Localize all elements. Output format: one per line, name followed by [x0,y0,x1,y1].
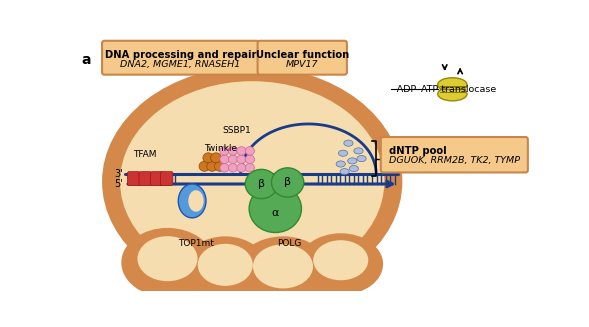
Text: β: β [258,179,265,189]
Text: DGUOK, RRM2B, TK2, TYMP: DGUOK, RRM2B, TK2, TYMP [389,156,520,165]
Ellipse shape [253,244,313,288]
Ellipse shape [203,153,214,163]
FancyBboxPatch shape [257,41,347,75]
Ellipse shape [102,66,402,297]
Text: SSBP1: SSBP1 [223,127,251,135]
Ellipse shape [237,164,246,172]
Ellipse shape [188,190,204,212]
Ellipse shape [220,164,229,172]
Ellipse shape [354,148,363,154]
Text: dNTP pool: dNTP pool [389,146,447,156]
Ellipse shape [220,155,229,164]
Ellipse shape [220,146,229,155]
FancyBboxPatch shape [151,172,163,185]
Ellipse shape [438,87,467,101]
Ellipse shape [237,236,329,304]
FancyBboxPatch shape [161,172,173,185]
FancyBboxPatch shape [102,41,259,75]
Text: α: α [272,208,279,218]
Ellipse shape [120,81,385,282]
Ellipse shape [183,236,267,301]
Ellipse shape [245,164,254,172]
Ellipse shape [211,153,221,163]
Text: 3': 3' [114,169,123,179]
FancyBboxPatch shape [380,137,528,172]
Text: –ADP–ATP translocase: –ADP–ATP translocase [392,85,497,94]
Ellipse shape [313,240,368,280]
Ellipse shape [245,146,254,155]
Ellipse shape [229,146,237,155]
Ellipse shape [357,156,366,162]
Ellipse shape [348,158,357,164]
Ellipse shape [349,165,359,172]
Ellipse shape [198,244,253,286]
Text: 5': 5' [114,179,123,189]
Ellipse shape [249,185,302,232]
Ellipse shape [207,161,217,171]
Ellipse shape [237,155,246,164]
Text: POLG: POLG [277,239,301,249]
Ellipse shape [339,150,348,156]
Ellipse shape [245,155,254,164]
Text: TFAM: TFAM [133,149,156,159]
Ellipse shape [199,161,210,171]
Ellipse shape [229,164,237,172]
FancyBboxPatch shape [127,172,140,185]
Text: Unclear function: Unclear function [256,50,349,60]
Text: MPV17: MPV17 [286,60,319,69]
Text: Twinkle: Twinkle [204,144,237,153]
Ellipse shape [340,169,349,175]
Text: DNA processing and repair: DNA processing and repair [105,50,256,60]
Ellipse shape [272,168,304,197]
Ellipse shape [336,161,345,167]
Ellipse shape [121,228,214,297]
Ellipse shape [178,184,206,218]
Ellipse shape [229,155,237,164]
Ellipse shape [299,233,383,295]
Ellipse shape [245,169,277,198]
Text: a: a [81,53,91,67]
Ellipse shape [237,146,246,155]
FancyBboxPatch shape [139,172,151,185]
Ellipse shape [137,236,197,281]
Ellipse shape [344,140,353,146]
Text: DNA2, MGME1, RNASEH1: DNA2, MGME1, RNASEH1 [121,60,241,69]
Text: TOP1mt: TOP1mt [178,239,214,249]
Ellipse shape [438,78,467,92]
Ellipse shape [214,161,225,171]
Text: β: β [284,178,291,187]
